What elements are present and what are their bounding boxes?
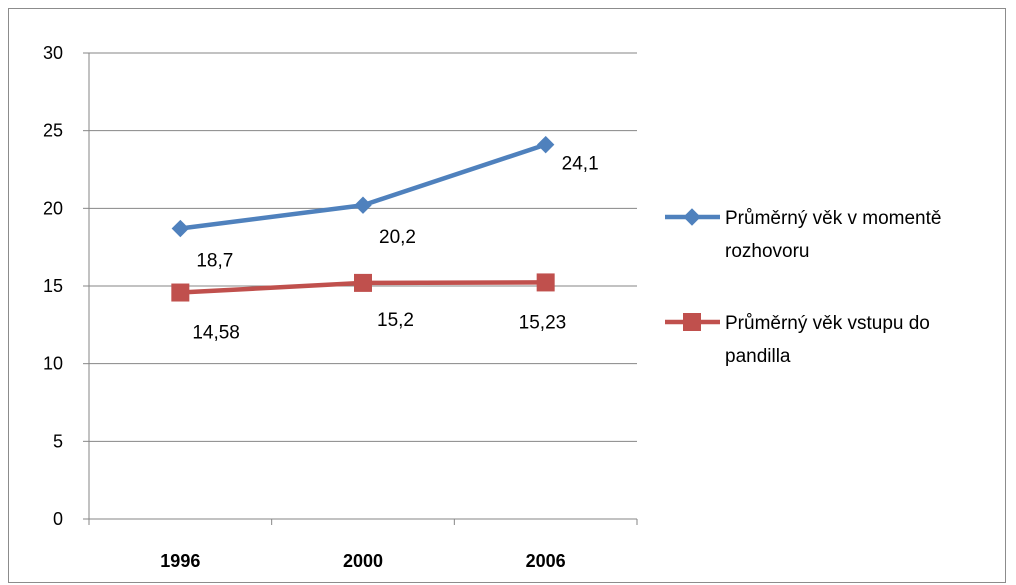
y-tick-label: 20 [43, 198, 63, 218]
legend-label: Průměrný věk v momentě [725, 208, 941, 229]
data-point-marker [171, 219, 190, 238]
data-point-marker [536, 273, 555, 292]
data-point-marker [354, 196, 372, 214]
data-label: 24,1 [562, 154, 599, 175]
legend-label: rozhovoru [725, 241, 810, 262]
y-tick-label: 25 [43, 121, 63, 141]
x-category-label: 2000 [343, 551, 383, 571]
data-label: 15,23 [519, 312, 567, 333]
y-tick-label: 5 [53, 431, 63, 451]
legend-marker [683, 313, 701, 331]
legend-label: Průměrný věk vstupu do [725, 313, 930, 334]
data-label: 14,58 [192, 323, 240, 344]
legend-marker [683, 208, 701, 226]
y-tick-label: 15 [43, 276, 63, 296]
legend-label: pandilla [725, 346, 791, 367]
data-point-marker [354, 273, 372, 292]
data-point-marker [536, 135, 555, 154]
y-tick-label: 10 [43, 354, 63, 374]
y-tick-label: 0 [53, 509, 63, 529]
data-label: 15,2 [377, 310, 414, 331]
x-category-label: 1996 [160, 551, 200, 571]
data-point-marker [171, 283, 190, 302]
data-label: 18,7 [196, 251, 233, 272]
data-label: 20,2 [379, 227, 416, 248]
y-tick-label: 30 [43, 43, 63, 63]
series-line [180, 142, 547, 231]
x-category-label: 2006 [526, 551, 566, 571]
